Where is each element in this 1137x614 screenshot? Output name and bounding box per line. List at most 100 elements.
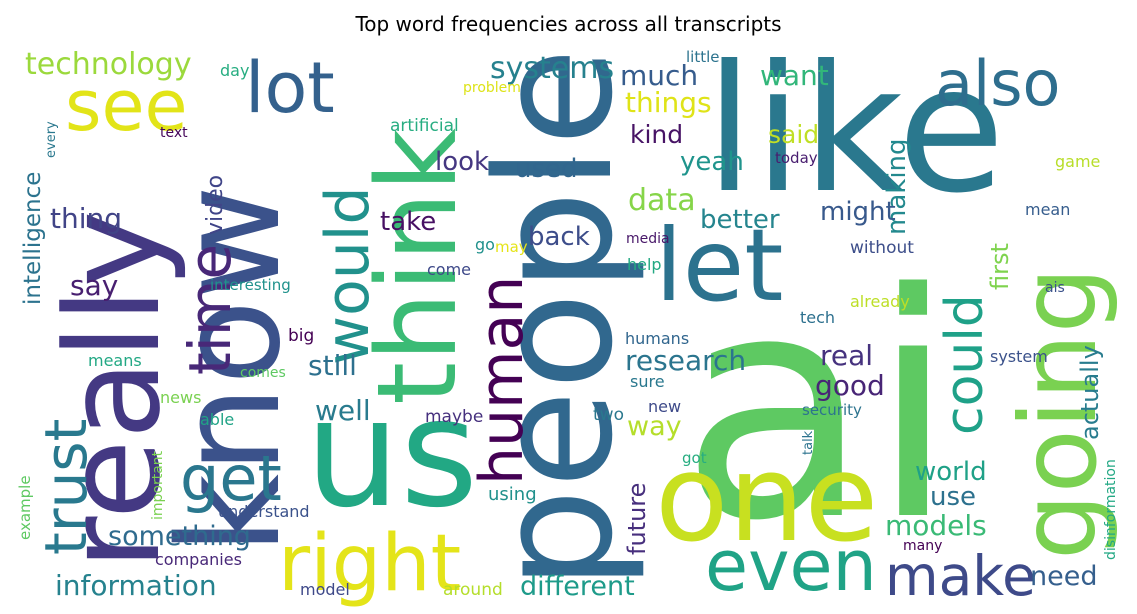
word-know: know <box>149 185 312 555</box>
word-information: information <box>55 569 217 602</box>
word-got: got <box>682 449 707 467</box>
word-let: let <box>655 207 784 324</box>
word-go: go <box>475 235 495 254</box>
word-around: around <box>443 580 503 600</box>
word-talk: talk <box>801 430 816 455</box>
word-better: better <box>700 205 780 235</box>
word-many: many <box>903 538 942 554</box>
word-day: day <box>220 61 249 80</box>
word-need: need <box>1030 561 1097 592</box>
word-intelligence: intelligence <box>20 172 46 305</box>
word-human: human <box>467 276 537 485</box>
word-tech: tech <box>800 308 835 327</box>
word-media: media <box>626 231 670 247</box>
word-trust: trust <box>32 419 100 555</box>
word-real: real <box>820 339 873 372</box>
word-get: get <box>180 442 282 515</box>
word-also: also <box>935 47 1060 120</box>
word-lot: lot <box>245 47 335 129</box>
word-could: could <box>935 294 995 435</box>
word-thing: thing <box>50 202 122 235</box>
word-like: like <box>705 29 1005 232</box>
word-important: important <box>150 450 166 520</box>
word-every: every <box>44 121 59 158</box>
word-research: research <box>625 344 746 377</box>
word-one: one <box>655 430 878 569</box>
word-much: much <box>620 59 698 92</box>
word-maybe: maybe <box>425 407 483 427</box>
word-help: help <box>627 255 662 274</box>
word-say: say <box>70 269 118 302</box>
word-two: two <box>593 405 624 425</box>
word-data: data <box>628 183 696 218</box>
word-world: world <box>915 457 987 487</box>
word-right: right <box>278 519 461 609</box>
word-video: video <box>203 175 228 235</box>
word-would: would <box>313 186 383 365</box>
word-well: well <box>315 394 371 427</box>
word-may: may <box>495 238 528 256</box>
word-still: still <box>308 349 357 382</box>
word-making: making <box>882 138 912 235</box>
word-make: make <box>885 544 1036 608</box>
word-kind: kind <box>630 120 683 149</box>
word-used: used <box>515 154 578 184</box>
word-comes: comes <box>240 365 286 381</box>
word-something: something <box>108 521 251 552</box>
word-systems: systems <box>490 51 614 86</box>
word-technology: technology <box>25 47 192 82</box>
word-way: way <box>627 411 682 442</box>
word-artificial: artificial <box>390 116 459 136</box>
word-model: model <box>300 580 350 599</box>
word-even: even <box>705 525 877 607</box>
word-humans: humans <box>625 329 689 348</box>
word-problem: problem <box>463 80 521 96</box>
word-people: people <box>461 48 648 590</box>
word-big: big <box>288 326 314 346</box>
word-using: using <box>488 484 537 505</box>
word-interesting: interesting <box>210 276 291 294</box>
word-come: come <box>427 260 471 279</box>
word-little: little <box>686 48 720 66</box>
word-companies: companies <box>155 550 242 569</box>
word-example: example <box>16 475 34 540</box>
word-today: today <box>775 149 818 167</box>
word-yeah: yeah <box>680 147 744 177</box>
word-think: think <box>353 128 481 405</box>
word-use: use <box>930 482 976 512</box>
word-look: look <box>435 147 489 177</box>
word-us: us <box>305 367 478 541</box>
word-going: going <box>998 267 1120 560</box>
word-disinformation: disinformation <box>1103 459 1119 560</box>
word-back: back <box>528 222 590 252</box>
word-want: want <box>760 59 829 92</box>
word-ai: ai <box>680 228 956 589</box>
word-game: game <box>1055 152 1100 171</box>
word-future: future <box>623 483 651 555</box>
word-time: time <box>176 244 244 375</box>
word-security: security <box>802 401 862 419</box>
word-mean: mean <box>1025 200 1070 219</box>
word-sure: sure <box>630 372 665 391</box>
word-without: without <box>850 238 914 258</box>
word-new: new <box>648 397 681 416</box>
word-take: take <box>380 207 436 237</box>
word-see: see <box>65 65 188 147</box>
word-understand: understand <box>218 502 310 521</box>
word-might: might <box>820 197 896 227</box>
word-actually: actually <box>1076 345 1104 440</box>
word-first: first <box>986 243 1014 290</box>
word-models: models <box>885 509 987 542</box>
word-really: really <box>37 211 189 570</box>
word-already: already <box>850 292 910 311</box>
word-text: text <box>160 125 188 141</box>
word-different: different <box>520 571 635 602</box>
word-said: said <box>768 120 819 149</box>
chart-title: Top word frequencies across all transcri… <box>355 12 782 36</box>
word-ais: ais <box>1045 280 1065 296</box>
word-good: good <box>815 369 885 402</box>
word-system: system <box>990 347 1048 366</box>
word-news: news <box>160 388 201 407</box>
word-able: able <box>200 410 234 429</box>
